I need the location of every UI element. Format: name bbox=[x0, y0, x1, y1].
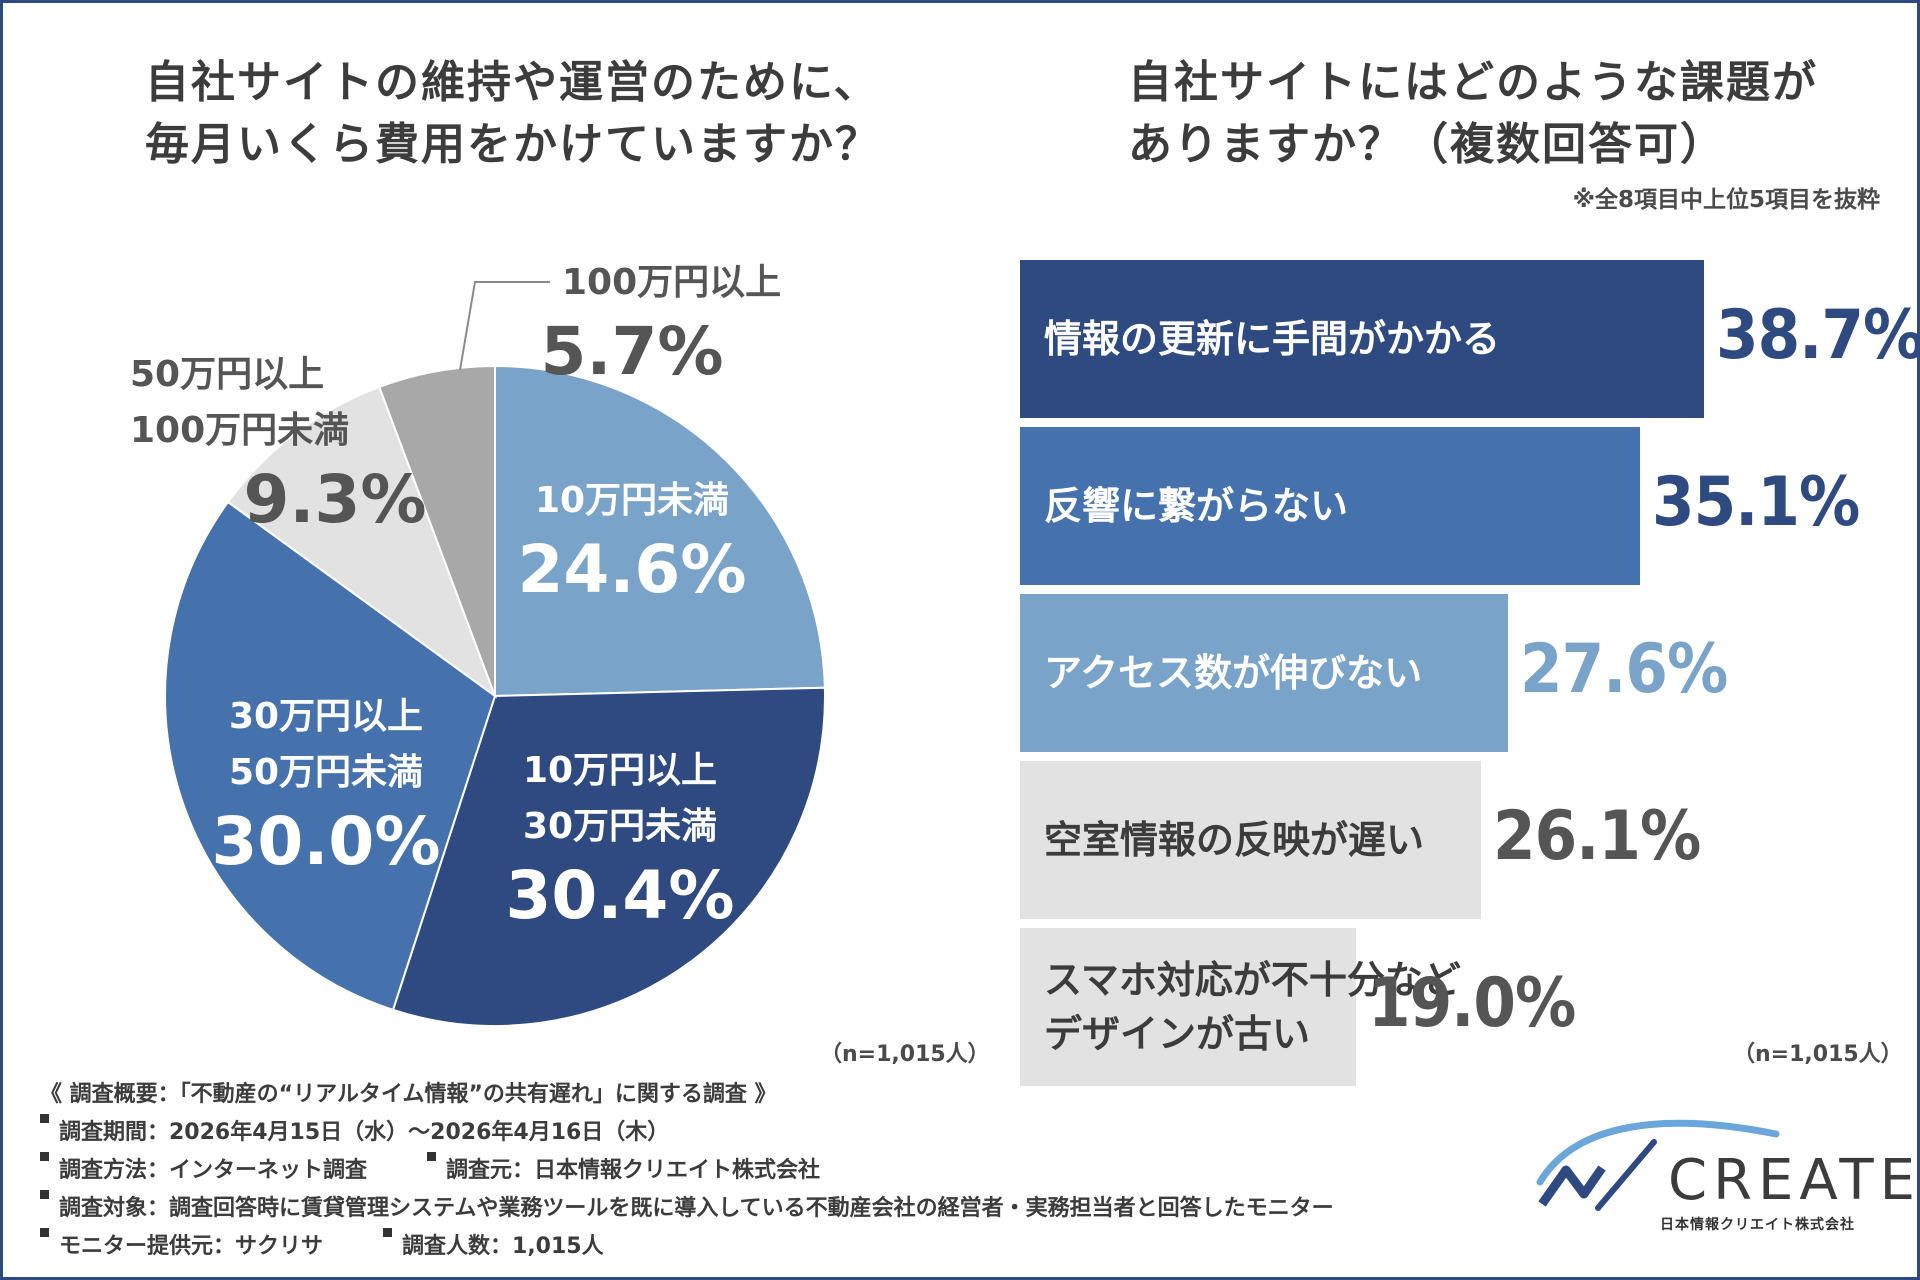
bullet-icon bbox=[40, 1190, 49, 1199]
logo-company: 日本情報クリエイト株式会社 bbox=[1660, 1217, 1855, 1233]
bar-value: 26.1% bbox=[1493, 797, 1701, 876]
survey-source: 調査元：日本情報クリエイト株式会社 bbox=[446, 1158, 821, 1183]
slice-label: 50万円以上 100万円未満 bbox=[130, 354, 349, 451]
bullet-icon bbox=[40, 1114, 49, 1123]
slice-value: 9.3% bbox=[243, 461, 426, 538]
survey-target: 調査対象：調査回答時に賃貸管理システムや業務ツールを既に導入している不動産会社の… bbox=[59, 1196, 1334, 1221]
pie-slice bbox=[378, 364, 496, 697]
slice-value: 30.4% bbox=[506, 857, 735, 934]
bar-label: スマホ対応が不十分など デザインが古い bbox=[1044, 958, 1461, 1056]
pie-slice bbox=[391, 686, 826, 1027]
bar-value: 38.7% bbox=[1716, 296, 1920, 375]
pie-slice bbox=[494, 364, 826, 698]
bar bbox=[1020, 761, 1481, 919]
logo-wordmark: CREATE bbox=[1668, 1148, 1920, 1213]
bar bbox=[1020, 260, 1704, 418]
bullet-icon bbox=[383, 1228, 393, 1237]
left-sample-size: （n=1,015人） bbox=[820, 1042, 990, 1067]
top5-note: ※全8項目中上位5項目を抜粋 bbox=[1572, 187, 1880, 213]
survey-count: 調査人数：1,015人 bbox=[402, 1234, 604, 1259]
survey-summary: 《 調査概要：「不動産の“リアルタイム情報”の共有遅れ」に関する調査 》 調査期… bbox=[40, 1076, 1334, 1266]
slice-label: 100万円以上 bbox=[562, 262, 781, 303]
bullet-icon bbox=[40, 1228, 49, 1237]
pie-slice bbox=[226, 385, 498, 699]
slice-value: 30.0% bbox=[212, 803, 441, 880]
bar-label: 反響に繋がらない bbox=[1044, 484, 1349, 528]
bar-label: 情報の更新に手間がかかる bbox=[1044, 317, 1501, 361]
bar bbox=[1020, 427, 1640, 585]
slice-value: 5.7% bbox=[540, 313, 723, 390]
survey-method: 調査方法：インターネット調査 bbox=[59, 1158, 368, 1183]
left-chart-title: 自社サイトの維持や運営のために、 毎月いくら費用をかけていますか？ bbox=[145, 57, 881, 170]
bar-label: アクセス数が伸びない bbox=[1044, 651, 1423, 695]
create-logo-icon bbox=[1536, 1119, 1780, 1211]
leader-line bbox=[459, 281, 550, 371]
bullet-icon bbox=[427, 1152, 437, 1161]
right-sample-size: （n=1,015人） bbox=[1733, 1042, 1903, 1067]
bullet-icon bbox=[40, 1152, 49, 1161]
bar-value: 27.6% bbox=[1520, 630, 1728, 709]
survey-heading: 《 調査概要：「不動産の“リアルタイム情報”の共有遅れ」に関する調査 》 bbox=[40, 1082, 777, 1107]
pie-slice bbox=[163, 500, 497, 1012]
bar-value: 19.0% bbox=[1368, 964, 1576, 1043]
right-chart-title: 自社サイトにはどのような課題が ありますか？（複数回答可） bbox=[1128, 57, 1818, 170]
survey-provider: モニター提供元：サクリサ bbox=[59, 1234, 324, 1259]
bar-value: 35.1% bbox=[1652, 463, 1860, 542]
slice-value: 24.6% bbox=[518, 531, 747, 608]
slice-label: 10万円以上 30万円未満 bbox=[523, 750, 717, 847]
survey-period: 調査期間：2026年4月15日（水）～2026年4月16日（木） bbox=[59, 1120, 670, 1145]
bar-label: 空室情報の反映が遅い bbox=[1044, 818, 1425, 862]
slice-label: 10万円未満 bbox=[535, 480, 729, 521]
pie-chart: 10万円未満 24.6% 10万円以上 30万円未満 30.4% 30万円以上 50万円未満… bbox=[130, 262, 826, 1027]
slice-label: 30万円以上 50万円未満 bbox=[229, 696, 423, 793]
bar bbox=[1020, 594, 1508, 752]
bar bbox=[1020, 928, 1356, 1086]
